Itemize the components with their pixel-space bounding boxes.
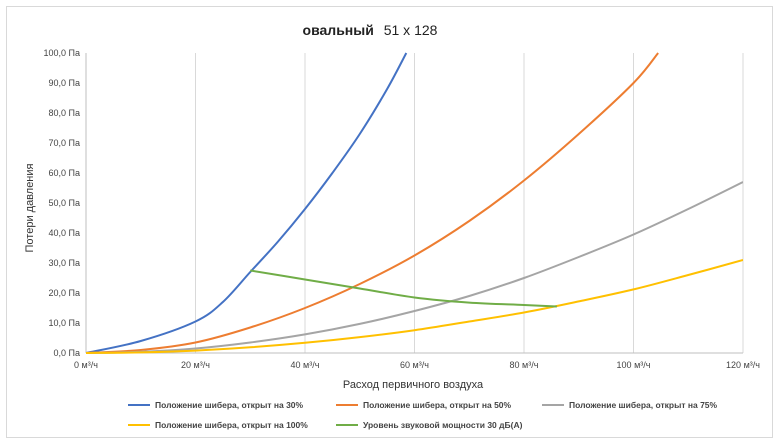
x-tick-label: 40 м³/ч xyxy=(291,360,320,370)
x-tick-label: 60 м³/ч xyxy=(400,360,429,370)
y-tick-label: 100,0 Па xyxy=(44,48,81,58)
x-axis-title: Расход первичного воздуха xyxy=(343,379,484,391)
legend-label: Положение шибера, открыт на 30% xyxy=(155,400,304,410)
legend-label: Уровень звуковой мощности 30 дБ(A) xyxy=(363,420,523,430)
x-tick-label: 120 м³/ч xyxy=(726,360,760,370)
y-axis-title: Потери давления xyxy=(24,163,36,252)
y-tick-label: 50,0 Па xyxy=(49,198,81,208)
series-line-3 xyxy=(86,181,743,354)
x-tick-label: 80 м³/ч xyxy=(510,360,539,370)
y-tick-label: 20,0 Па xyxy=(49,288,81,298)
y-tick-label: 40,0 Па xyxy=(49,228,81,238)
x-tick-label: 100 м³/ч xyxy=(617,360,651,370)
series-line-4 xyxy=(86,259,743,354)
y-tick-label: 80,0 Па xyxy=(49,108,81,118)
series-line-5 xyxy=(250,269,557,308)
y-tick-label: 60,0 Па xyxy=(49,168,81,178)
legend-label: Положение шибера, открыт на 50% xyxy=(363,400,512,410)
y-tick-label: 10,0 Па xyxy=(49,318,81,328)
series-line-2 xyxy=(86,52,659,354)
y-tick-label: 0,0 Па xyxy=(54,348,81,358)
legend-label: Положение шибера, открыт на 75% xyxy=(569,400,718,410)
y-tick-label: 30,0 Па xyxy=(49,258,81,268)
y-tick-label: 70,0 Па xyxy=(49,138,81,148)
gridlines xyxy=(195,53,744,353)
chart-frame xyxy=(6,6,773,438)
x-tick-label: 20 м³/ч xyxy=(181,360,210,370)
axes xyxy=(85,53,743,354)
legend: Положение шибера, открыт на 30% Положение… xyxy=(128,400,718,430)
series-line-1 xyxy=(86,52,408,354)
legend-label: Положение шибера, открыт на 100% xyxy=(155,420,308,430)
chart-title-bold: овальный xyxy=(303,22,374,38)
y-tick-label: 90,0 Па xyxy=(49,78,81,88)
chart-title-size: 51 x 128 xyxy=(384,22,438,38)
series-layer xyxy=(86,52,743,354)
x-tick-label: 0 м³/ч xyxy=(74,360,98,370)
chart-title: овальный 51 x 128 xyxy=(303,22,438,38)
tick-labels: 0 м³/ч 20 м³/ч 40 м³/ч 60 м³/ч 80 м³/ч 100 м³… xyxy=(44,48,761,370)
